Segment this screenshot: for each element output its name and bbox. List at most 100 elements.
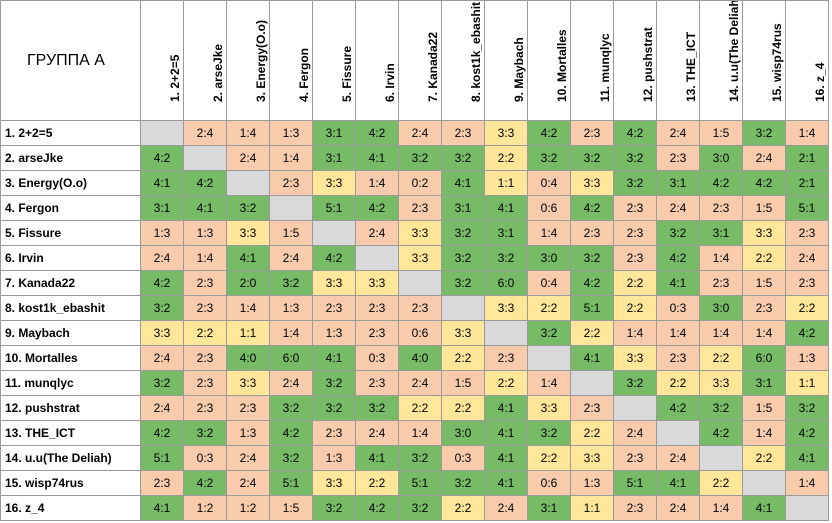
row-header: 13. THE_ICT <box>0 420 141 446</box>
score-cell: 2:3 <box>398 295 442 321</box>
score-cell: 2:2 <box>398 395 442 421</box>
score-cell: 4:2 <box>785 420 829 446</box>
header-row: ГРУППА А 1. 2+2=5 2. arseJke 3. Energy(O… <box>0 0 829 121</box>
score-cell: 4:1 <box>441 170 485 196</box>
score-cell: 2:2 <box>570 420 614 446</box>
score-cell: 4:1 <box>656 270 700 296</box>
score-cell: 1:3 <box>226 420 270 446</box>
row-header: 16. z_4 <box>0 495 141 521</box>
score-cell: 2:2 <box>613 295 657 321</box>
score-cell: 3:3 <box>570 170 614 196</box>
score-cell: 2:4 <box>355 420 399 446</box>
score-cell: 1:5 <box>269 220 313 246</box>
score-cell: 1:5 <box>742 270 786 296</box>
score-cell: 3:3 <box>570 445 614 471</box>
score-cell: 1:3 <box>570 470 614 496</box>
score-cell: 2:3 <box>785 270 829 296</box>
score-cell: 0:2 <box>398 170 442 196</box>
table-row: 12. pushstrat 2:4 2:3 2:3 3:2 3:2 3:2 2:2 2:2 4:1… <box>0 395 829 421</box>
score-cell: 1:3 <box>269 295 313 321</box>
score-cell <box>183 145 227 171</box>
row-header: 11. munqlyc <box>0 370 141 396</box>
score-cell: 1:1 <box>570 495 614 521</box>
score-cell: 3:2 <box>570 145 614 171</box>
column-header: 6. Irvin <box>355 0 399 121</box>
table-row: 3. Energy(O.o) 4:1 4:2 2:3 3:3 1:4 0:2 4:1 1:1 0:… <box>0 170 829 196</box>
score-cell: 4:2 <box>183 470 227 496</box>
score-cell: 2:3 <box>699 195 743 221</box>
score-cell: 3:2 <box>570 245 614 271</box>
score-cell: 2:3 <box>441 120 485 146</box>
score-cell: 4:2 <box>140 420 184 446</box>
score-cell: 4:1 <box>355 145 399 171</box>
score-cell: 2:3 <box>226 395 270 421</box>
score-cell: 3:2 <box>613 370 657 396</box>
score-cell: 1:1 <box>484 170 528 196</box>
score-cell: 4:1 <box>183 195 227 221</box>
score-cell: 2:4 <box>355 220 399 246</box>
score-cell: 2:2 <box>613 270 657 296</box>
score-cell: 4:2 <box>269 420 313 446</box>
score-cell: 0:4 <box>527 270 571 296</box>
score-cell: 3:3 <box>312 270 356 296</box>
score-cell: 2:3 <box>656 145 700 171</box>
score-cell: 2:3 <box>183 395 227 421</box>
score-cell: 4:2 <box>742 170 786 196</box>
score-cell: 1:3 <box>785 345 829 371</box>
score-cell: 3:2 <box>312 395 356 421</box>
score-cell: 2:1 <box>785 145 829 171</box>
score-cell: 3:2 <box>269 270 313 296</box>
score-cell: 4:1 <box>484 445 528 471</box>
score-cell: 4:1 <box>742 495 786 521</box>
row-header: 15. wisp74rus <box>0 470 141 496</box>
score-cell: 3:1 <box>312 120 356 146</box>
column-header: 14. u.u(The Deliah) <box>699 0 743 121</box>
score-cell: 3:3 <box>484 120 528 146</box>
score-cell: 1:4 <box>699 245 743 271</box>
score-cell: 5:1 <box>785 195 829 221</box>
score-cell <box>355 245 399 271</box>
score-cell: 1:4 <box>785 470 829 496</box>
score-cell: 5:1 <box>398 470 442 496</box>
score-cell: 1:5 <box>699 120 743 146</box>
score-cell: 3:2 <box>613 145 657 171</box>
score-cell: 4:1 <box>226 245 270 271</box>
score-cell: 2:3 <box>355 295 399 321</box>
score-cell: 4:1 <box>140 495 184 521</box>
score-cell: 2:3 <box>312 295 356 321</box>
score-cell: 2:0 <box>226 270 270 296</box>
score-cell <box>269 195 313 221</box>
column-header: 13. THE_ICT <box>656 0 700 121</box>
score-cell: 4:2 <box>140 270 184 296</box>
table-row: 13. THE_ICT 4:2 3:2 1:3 4:2 2:3 2:4 1:4 3:0 4:1 3:… <box>0 420 829 446</box>
table-row: 14. u.u(The Deliah) 5:1 0:3 2:4 3:2 1:3 4:1 3:2… <box>0 445 829 471</box>
score-cell: 3:2 <box>398 495 442 521</box>
score-cell: 2:4 <box>398 370 442 396</box>
score-cell: 1:3 <box>183 220 227 246</box>
score-cell <box>398 270 442 296</box>
column-header: 11. munqlyc <box>570 0 614 121</box>
score-cell: 3:3 <box>613 345 657 371</box>
score-cell: 1:3 <box>269 120 313 146</box>
score-cell: 1:4 <box>398 420 442 446</box>
score-cell: 2:3 <box>398 195 442 221</box>
score-cell: 2:3 <box>183 345 227 371</box>
score-cell: 2:2 <box>527 295 571 321</box>
score-cell: 1:5 <box>742 195 786 221</box>
score-cell: 2:2 <box>441 395 485 421</box>
row-header: 1. 2+2=5 <box>0 120 141 146</box>
score-cell <box>527 345 571 371</box>
score-cell: 3:3 <box>226 370 270 396</box>
score-cell: 1:5 <box>441 370 485 396</box>
score-cell: 2:4 <box>785 245 829 271</box>
score-cell: 2:3 <box>269 170 313 196</box>
score-cell: 2:4 <box>656 120 700 146</box>
score-cell: 3:1 <box>312 145 356 171</box>
score-cell <box>441 295 485 321</box>
score-cell: 3:2 <box>312 495 356 521</box>
score-cell: 2:4 <box>398 120 442 146</box>
score-cell: 1:3 <box>312 320 356 346</box>
score-cell: 2:4 <box>183 120 227 146</box>
score-cell: 2:3 <box>613 495 657 521</box>
